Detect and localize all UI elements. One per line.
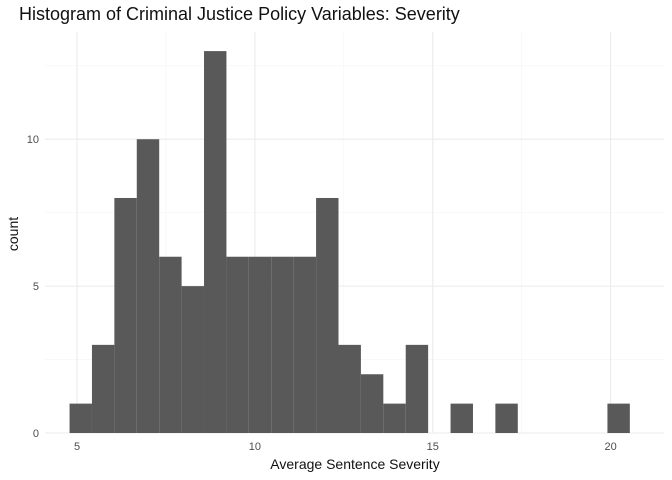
histogram-bar bbox=[114, 197, 137, 433]
histogram-bar bbox=[405, 344, 429, 433]
y-tick-label: 0 bbox=[33, 428, 39, 440]
x-axis-ticks: 5 10 15 20 bbox=[74, 441, 617, 453]
histogram-bar bbox=[69, 403, 92, 433]
histogram-bar bbox=[293, 256, 317, 433]
histogram-bar bbox=[204, 51, 227, 433]
histogram-bar bbox=[181, 286, 205, 433]
y-tick-label: 5 bbox=[33, 281, 39, 293]
x-tick-label: 10 bbox=[249, 441, 261, 453]
chart-title: Histogram of Criminal Justice Policy Var… bbox=[19, 4, 460, 24]
histogram-bar bbox=[607, 403, 630, 433]
histogram-bar bbox=[316, 197, 339, 433]
histogram-bar bbox=[159, 256, 182, 433]
histogram-bar bbox=[226, 256, 249, 433]
histogram-bar bbox=[248, 256, 272, 433]
histogram-bar bbox=[495, 403, 518, 433]
histogram-bar bbox=[91, 344, 115, 433]
x-axis-title: Average Sentence Severity bbox=[270, 456, 439, 472]
histogram-bar bbox=[360, 374, 384, 433]
y-tick-label: 10 bbox=[27, 134, 39, 146]
x-tick-label: 15 bbox=[427, 441, 439, 453]
x-tick-label: 20 bbox=[605, 441, 617, 453]
histogram-bar bbox=[383, 403, 406, 433]
histogram-bar bbox=[338, 344, 361, 433]
y-axis-ticks: 0 5 10 bbox=[27, 134, 39, 440]
y-axis-title: count bbox=[5, 217, 21, 251]
histogram-bar bbox=[450, 403, 473, 433]
histogram-bars bbox=[69, 51, 630, 433]
histogram-bar bbox=[136, 139, 160, 433]
x-tick-label: 5 bbox=[74, 441, 80, 453]
histogram-bar bbox=[271, 256, 294, 433]
